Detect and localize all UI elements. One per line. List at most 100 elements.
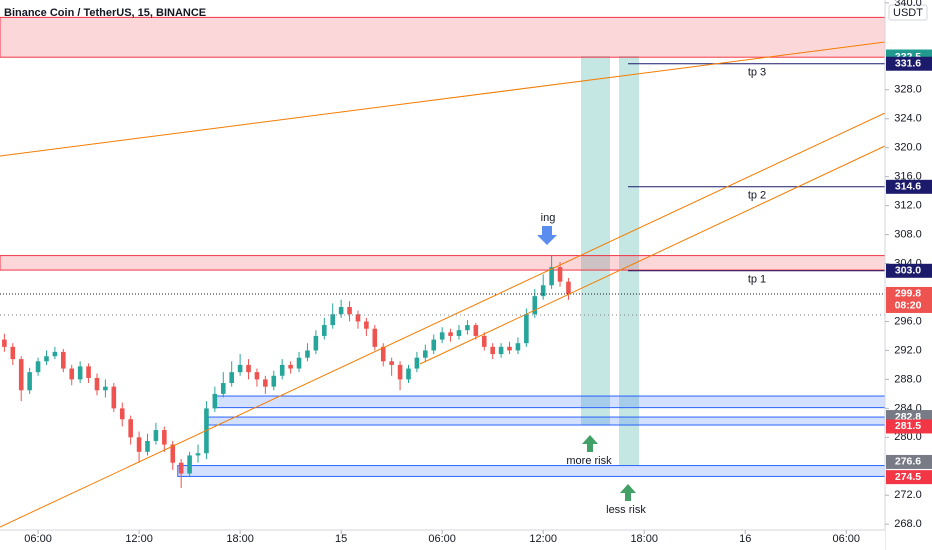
price-tag-label: 303.0	[895, 265, 921, 277]
candle-body	[540, 285, 546, 297]
candle-body	[347, 306, 352, 315]
candle-body	[423, 350, 428, 358]
y-tick-label: 340.0	[894, 0, 922, 9]
time-axis	[0, 530, 885, 550]
candle-body	[162, 430, 167, 445]
position-band	[581, 56, 610, 425]
candle-body	[321, 325, 327, 336]
price-tag	[886, 454, 932, 469]
price-tag-label: 331.6	[895, 57, 921, 69]
candle-body	[473, 325, 479, 336]
y-tick-label: 296.0	[894, 315, 922, 327]
zone	[207, 416, 886, 426]
price-tag-label: 276.6	[895, 456, 921, 468]
target-label: tp 3	[748, 67, 766, 79]
candle-body	[212, 393, 218, 409]
price-tag	[886, 56, 932, 71]
candle-body	[2, 339, 7, 347]
candle-body	[86, 366, 91, 378]
chart-title: Binance Coin / TetherUS, 15, BINANCE	[4, 7, 206, 19]
candle-body	[305, 350, 310, 358]
candle-body	[178, 462, 184, 474]
zone	[177, 465, 886, 477]
price-tag-label: 314.6	[895, 181, 921, 193]
x-tick-label: 06:00	[24, 533, 52, 545]
y-tick-label: 324.0	[894, 113, 922, 125]
candle-body	[515, 343, 521, 351]
candle-body	[296, 357, 302, 369]
candle-body	[254, 372, 260, 380]
y-tick-label: 312.0	[894, 200, 922, 212]
trend-line	[0, 41, 886, 157]
candle-body	[355, 314, 361, 322]
candle-body	[145, 440, 150, 452]
currency: USDT	[893, 7, 923, 19]
candle-body	[498, 346, 504, 355]
candle-body	[52, 351, 58, 357]
candle-body	[414, 357, 420, 369]
y-tick-label: 308.0	[894, 228, 922, 240]
x-tick-label: 18:00	[630, 533, 658, 545]
candle-body	[524, 314, 529, 344]
candle-body	[187, 455, 192, 474]
candle-body	[389, 361, 394, 365]
candle-body	[44, 356, 49, 362]
candle-body	[61, 351, 66, 369]
plot-area: tp 3 tp 2 tp 1 ing more risk less risk	[0, 16, 886, 516]
candle-body	[364, 321, 369, 329]
x-tick-label: 06:00	[428, 533, 456, 545]
candle-body	[507, 346, 512, 351]
candle-body	[549, 267, 554, 286]
target-label: tp 2	[748, 190, 766, 202]
candle-body	[465, 325, 470, 331]
candle-body	[10, 346, 16, 360]
candle-body	[271, 375, 277, 387]
candle-body	[456, 330, 462, 336]
candle-body	[153, 430, 159, 441]
candle-body	[128, 419, 133, 438]
price-tag	[886, 179, 932, 194]
y-tick-label: 316.0	[894, 171, 922, 183]
candle-body	[237, 364, 243, 373]
candle-body	[532, 296, 538, 315]
trend-line	[419, 145, 886, 365]
candle-body	[195, 453, 201, 456]
price-tag-label: 281.5	[895, 420, 921, 432]
candle-body	[111, 386, 117, 409]
y-tick-label: 292.0	[894, 344, 922, 356]
candle-body	[406, 368, 411, 380]
candle-body	[263, 379, 268, 387]
candle-body	[566, 281, 571, 294]
price-tag	[886, 419, 932, 434]
target-label: tp 1	[748, 274, 766, 286]
x-tick-label: 12:00	[125, 533, 153, 545]
y-tick-label: 288.0	[894, 373, 922, 385]
price-tag-label: 299.8	[895, 288, 921, 300]
candle-body	[103, 386, 108, 391]
zone	[0, 16, 886, 58]
x-tick-label: 18:00	[226, 533, 254, 545]
annotation: less risk	[606, 504, 646, 516]
candle-body	[380, 346, 386, 362]
candle-body	[35, 361, 41, 373]
price-tag	[886, 263, 932, 278]
candle-body	[69, 368, 75, 380]
candle-body	[448, 332, 453, 336]
price-tag-label: 274.5	[895, 471, 921, 483]
up-arrow	[620, 484, 636, 501]
candle-body	[170, 444, 176, 463]
candle-body	[18, 359, 24, 391]
candle-body	[330, 314, 336, 326]
annotation: more risk	[566, 455, 612, 467]
candle-body	[220, 383, 226, 394]
zone	[212, 395, 886, 409]
y-tick-label: 268.0	[894, 518, 922, 530]
currency-box	[888, 4, 928, 21]
y-tick-label: 272.0	[894, 489, 922, 501]
candle-body	[481, 335, 487, 347]
candle-body	[557, 267, 563, 282]
candle-body	[490, 346, 495, 355]
candle-body	[246, 364, 251, 373]
